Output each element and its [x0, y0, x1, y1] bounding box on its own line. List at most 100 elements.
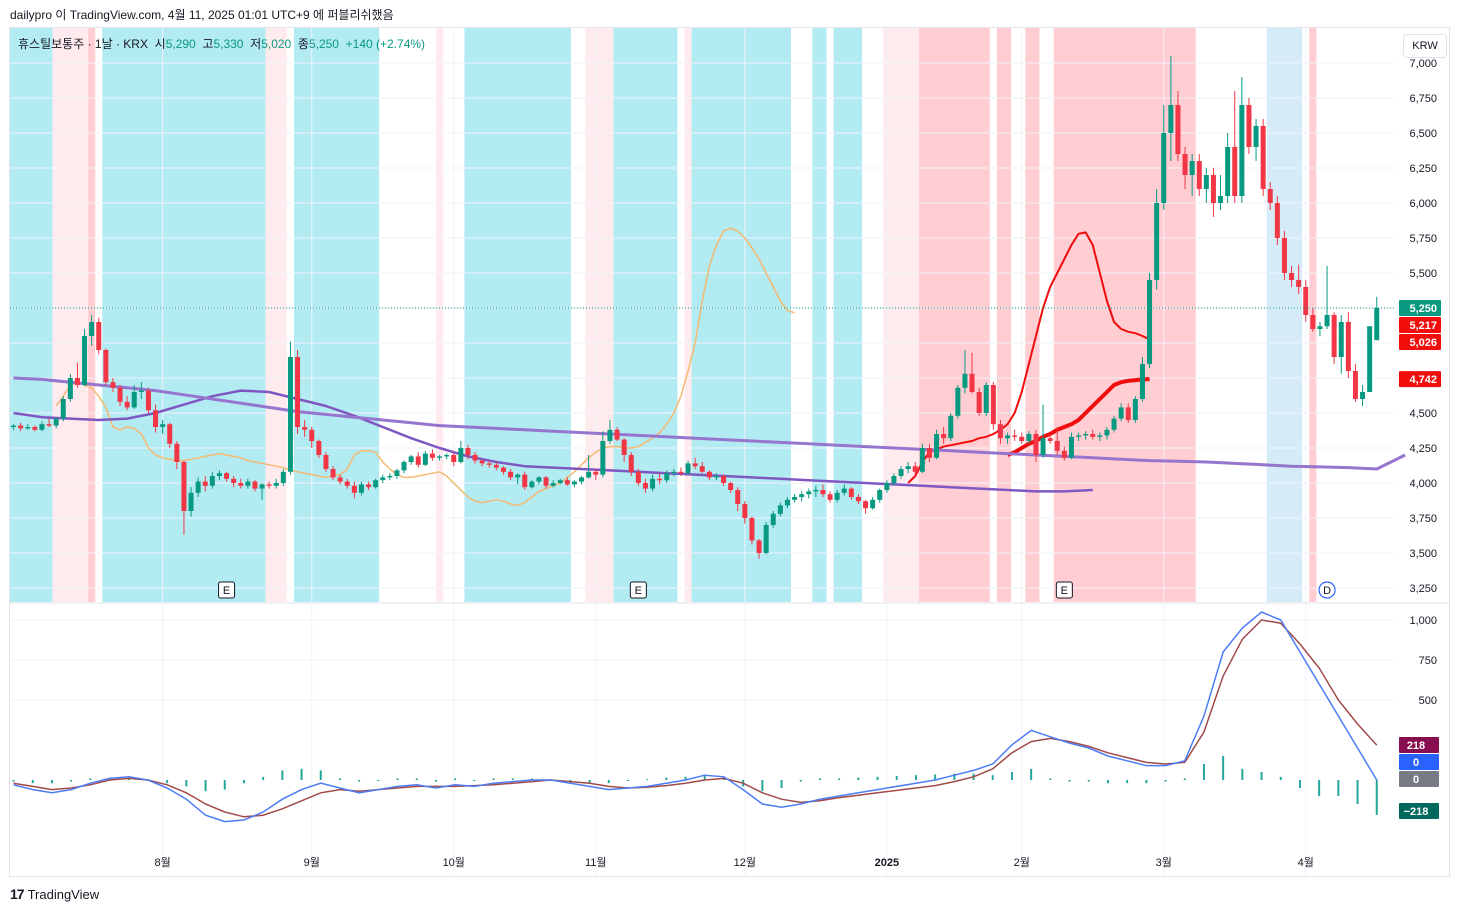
high-label: 고	[202, 37, 214, 51]
candle-body	[429, 453, 435, 458]
candle-body	[515, 474, 521, 478]
candle-body	[728, 483, 734, 490]
candle-body	[884, 483, 890, 490]
candle-body	[252, 481, 258, 489]
candle-body	[1317, 326, 1323, 329]
candle-body	[451, 455, 457, 462]
earnings-marker	[629, 581, 647, 599]
background-band	[10, 28, 53, 602]
candle-body	[309, 429, 315, 441]
candle-body	[401, 462, 407, 471]
background-band	[1266, 28, 1303, 602]
low-value: 5,020	[261, 37, 292, 51]
candle-body	[11, 425, 17, 427]
macd-histogram-bar	[1030, 768, 1033, 780]
candle-body	[820, 490, 826, 495]
currency-button[interactable]: KRW	[1403, 34, 1447, 58]
candle-body	[657, 478, 663, 481]
macd-histogram-bar	[1049, 778, 1052, 780]
candle-body	[117, 387, 123, 402]
candle-body	[1352, 371, 1358, 399]
macd-histogram-bar	[31, 780, 34, 784]
candle-body	[969, 373, 975, 392]
candle-body	[529, 481, 535, 488]
candle-body	[458, 448, 464, 462]
time-tick-label: 2월	[1014, 856, 1030, 869]
ma-line	[13, 376, 1406, 471]
price-tick-label: 6,500	[1409, 128, 1437, 140]
background-band	[883, 28, 919, 602]
time-tick-label: 3월	[1156, 856, 1172, 869]
earnings-marker	[218, 581, 236, 599]
macd-panel: 500 750 1,000	[12, 611, 1437, 823]
macd-histogram-bar	[281, 770, 284, 780]
candle-body	[216, 473, 222, 476]
price-tick-label: 4,000	[1409, 478, 1437, 490]
candle-body	[806, 491, 812, 495]
time-axis: 8월 9월 10월 11월 12월 2025 2월 3월 4월	[155, 856, 1314, 869]
background-band	[833, 28, 862, 602]
candle-body	[898, 469, 904, 476]
candle-body	[89, 322, 95, 336]
footer-brand[interactable]: 17 TradingView	[10, 886, 99, 902]
candle-body	[635, 471, 641, 483]
candle-body	[295, 357, 301, 427]
candle-body	[600, 441, 606, 475]
candle-body	[763, 525, 769, 553]
candle-body	[1068, 436, 1074, 458]
candle-body	[713, 476, 719, 478]
candle-body	[145, 390, 151, 411]
candle-body	[593, 471, 599, 475]
candle-body	[67, 378, 73, 399]
candle-body	[557, 480, 563, 483]
macd-histogram-bar	[89, 778, 92, 780]
candle-body	[96, 322, 102, 350]
candle-body	[486, 463, 492, 465]
price-tick-label: 3,250	[1409, 583, 1437, 595]
macd-histogram-bar	[1356, 780, 1359, 804]
candle-body	[877, 490, 883, 500]
price-tag	[1399, 371, 1441, 388]
macd-line	[13, 611, 1378, 823]
candle-body	[926, 448, 932, 458]
candle-body	[373, 480, 379, 488]
macd-histogram-bar	[1375, 780, 1378, 815]
macd-tag	[1399, 754, 1439, 770]
macd-histogram-bar	[1106, 780, 1109, 784]
price-tag	[1399, 317, 1441, 333]
macd-histogram-bar	[108, 778, 111, 780]
candle-body	[579, 477, 585, 482]
candle-body	[266, 484, 272, 486]
macd-histogram-bar	[377, 780, 380, 781]
candle-body	[1367, 326, 1373, 392]
macd-histogram-bar	[1183, 778, 1186, 780]
candle-body	[103, 350, 109, 383]
candle-body	[1360, 392, 1366, 399]
publish-header: dailypro 이 TradingView.com, 4월 11, 2025 …	[10, 8, 394, 22]
macd-histogram-bar	[319, 770, 322, 780]
candle-body	[855, 497, 861, 502]
candle-body	[522, 474, 528, 488]
candle-body	[799, 494, 805, 497]
macd-histogram-bar	[838, 778, 841, 780]
candle-body	[1019, 436, 1025, 441]
macd-histogram-bar	[626, 780, 629, 781]
candle-body	[500, 467, 506, 472]
macd-histogram-bar	[1222, 756, 1225, 780]
price-tag-label: 4,742	[1409, 374, 1437, 386]
time-tick-label: 8월	[155, 856, 171, 869]
candle-body	[692, 463, 698, 467]
background-band	[812, 28, 827, 602]
background-band	[613, 28, 678, 602]
macd-histogram-bar	[434, 780, 437, 782]
price-tick-label: 6,000	[1409, 198, 1437, 210]
candle-body	[1083, 434, 1089, 436]
candle-body	[784, 499, 790, 506]
candle-body	[1196, 161, 1202, 189]
candle-body	[721, 476, 727, 483]
macd-histogram-bar	[588, 780, 591, 784]
candle-body	[195, 481, 201, 493]
symbol-info[interactable]: 휴스틸보통주 · 1날 · KRX	[18, 37, 148, 51]
candle-body	[742, 504, 748, 518]
